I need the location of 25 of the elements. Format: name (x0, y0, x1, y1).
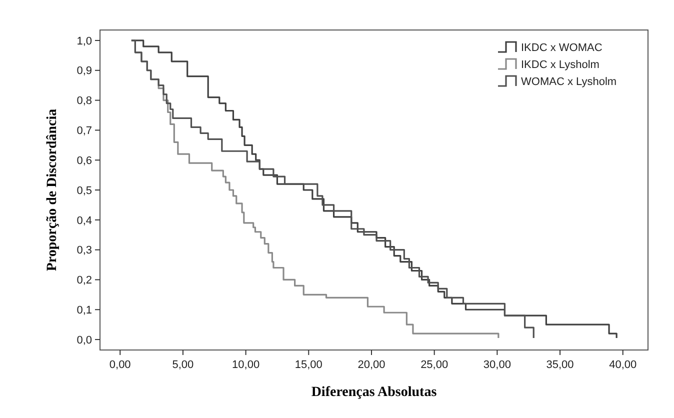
y-tick-label: 0,2 (76, 274, 92, 287)
y-tick-label: 0,3 (76, 244, 92, 257)
y-axis-title: Proporção de Discordância (45, 108, 60, 272)
y-tick-label: 1,0 (76, 35, 92, 48)
y-tick-label: 0,8 (76, 95, 92, 108)
x-tick-label: 40,00 (609, 359, 637, 371)
legend-label: WOMAC x Lysholm (521, 76, 617, 88)
legend-label: IKDC x WOMAC (521, 42, 602, 54)
y-tick-label: 0,5 (76, 184, 92, 197)
x-tick-label: 20,00 (358, 359, 386, 371)
x-tick-label: 30,00 (483, 359, 511, 371)
y-tick-label: 0,9 (76, 65, 92, 78)
x-tick-label: 35,00 (546, 359, 574, 371)
y-tick-label: 0,0 (76, 334, 92, 346)
y-tick-label: 0,1 (76, 304, 92, 316)
x-tick-label: 25,00 (420, 359, 448, 371)
legend-label: IKDC x Lysholm (521, 58, 600, 71)
x-axis-title: Diferenças Absolutas (311, 385, 438, 400)
y-tick-label: 0,4 (76, 214, 92, 227)
y-tick-label: 0,6 (76, 154, 92, 167)
y-tick-label: 0,7 (76, 125, 92, 138)
x-tick-label: 5,00 (172, 359, 194, 371)
x-tick-label: 10,00 (232, 359, 260, 371)
x-tick-label: 15,00 (294, 359, 322, 371)
x-tick-label: 0,00 (109, 359, 131, 371)
